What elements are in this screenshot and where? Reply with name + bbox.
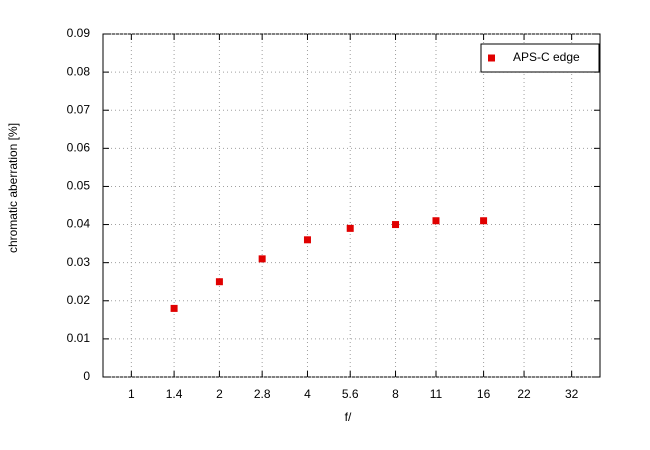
y-tick-label: 0.04 bbox=[67, 217, 91, 231]
y-tick-label: 0.08 bbox=[67, 64, 91, 78]
y-tick-label: 0.01 bbox=[67, 331, 91, 345]
point bbox=[303, 236, 311, 244]
point bbox=[258, 255, 266, 263]
point bbox=[215, 278, 223, 286]
x-tick-label: 2.8 bbox=[254, 387, 271, 401]
y-tick-label: 0.09 bbox=[67, 26, 91, 40]
x-tick-label: 2 bbox=[216, 387, 223, 401]
x-tick-label: 32 bbox=[565, 387, 579, 401]
x-tick-label: 1.4 bbox=[166, 387, 183, 401]
point bbox=[432, 217, 440, 225]
x-tick-label: 22 bbox=[517, 387, 531, 401]
legend-box bbox=[480, 43, 600, 73]
x-axis-label: f/ bbox=[345, 410, 352, 424]
y-tick-label: 0.02 bbox=[67, 293, 91, 307]
x-tick-label: 8 bbox=[392, 387, 399, 401]
y-axis-label: chromatic aberration [%] bbox=[6, 123, 20, 253]
point bbox=[480, 217, 488, 225]
y-tick-label: 0.07 bbox=[67, 102, 91, 116]
point bbox=[392, 221, 400, 229]
legend-label: APS-C edge bbox=[513, 50, 580, 64]
y-tick-label: 0.05 bbox=[67, 179, 91, 193]
y-tick-label: 0 bbox=[83, 369, 90, 383]
point bbox=[346, 224, 354, 232]
legend-marker bbox=[488, 54, 495, 62]
point bbox=[170, 304, 178, 312]
y-tick-label: 0.03 bbox=[67, 255, 91, 269]
x-tick-label: 4 bbox=[304, 387, 311, 401]
plot-frame bbox=[102, 33, 601, 378]
x-tick-label: 11 bbox=[430, 387, 443, 401]
x-tick-label: 16 bbox=[477, 387, 491, 401]
y-tick-label: 0.06 bbox=[67, 141, 91, 155]
x-tick-label: 5.6 bbox=[342, 387, 359, 401]
x-tick-label: 1 bbox=[128, 387, 135, 401]
